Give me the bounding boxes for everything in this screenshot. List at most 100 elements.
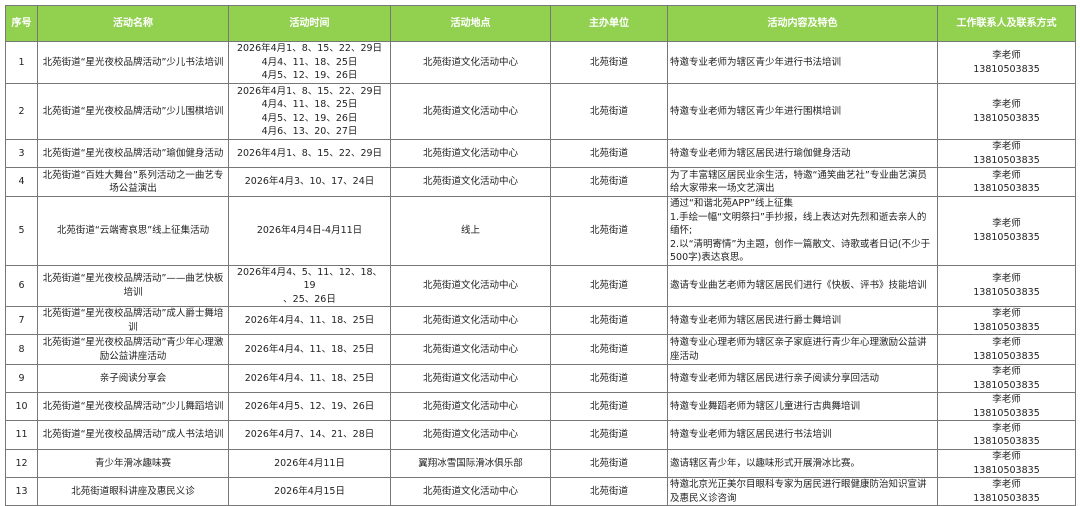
cell-no: 10 — [5, 392, 38, 421]
cell-time: 2026年4月4、11、18、25日 — [228, 334, 391, 365]
cell-content: 特邀专业老师为辖区居民进行瑜伽健身活动 — [667, 139, 938, 168]
cell-no: 7 — [5, 306, 38, 335]
cell-time: 2026年4月4、5、11、12、18、19 、25、26日 — [228, 264, 391, 307]
table-row: 11 北苑街道“星光夜校品牌活动”成人书法培训 2026年4月7、14、21、28日… — [5, 420, 1076, 450]
table-row: 5 北苑街道“云端寄哀思”线上征集活动 2026年4月4日-4月11日 线上 北苑街道通… — [5, 196, 1076, 266]
cell-no: 5 — [5, 196, 38, 266]
cell-org: 北苑街道 — [550, 83, 668, 140]
cell-name: 北苑街道“星光夜校品牌活动”少儿围棋培训 — [37, 83, 229, 140]
cell-place: 线上 — [390, 196, 551, 266]
cell-content: 特邀专业老师为辖区居民进行书法培训 — [667, 420, 938, 450]
header-row: 序号 活动名称 活动时间 活动地点 主办单位 活动内容及特色 工作联系人及联系方… — [5, 5, 1076, 42]
cell-org: 北苑街道 — [550, 392, 668, 421]
cell-time: 2026年4月4、11、18、25日 — [228, 306, 391, 335]
cell-contact: 李老师 13810503835 — [937, 83, 1076, 140]
table-row: 7 北苑街道“星光夜校品牌活动”成人爵士舞培训 2026年4月4、11、18、25日… — [5, 306, 1076, 335]
cell-place: 北苑街道文化活动中心 — [390, 264, 551, 307]
cell-content: 特邀专业老师为辖区青少年进行围棋培训 — [667, 83, 938, 140]
cell-name: 青少年滑冰趣味赛 — [37, 449, 229, 478]
cell-content: 邀请辖区青少年，以趣味形式开展滑冰比赛。 — [667, 449, 938, 478]
cell-org: 北苑街道 — [550, 420, 668, 450]
cell-no: 11 — [5, 420, 38, 450]
cell-place: 北苑街道文化活动中心 — [390, 41, 551, 84]
cell-contact: 李老师 13810503835 — [937, 264, 1076, 307]
header-content: 活动内容及特色 — [667, 5, 938, 42]
cell-time: 2026年4月5、12、19、26日 — [228, 392, 391, 421]
table-row: 8 北苑街道“星光夜校品牌活动”青少年心理激励公益讲座活动 2026年4月4、11、… — [5, 334, 1076, 365]
table-row: 1 北苑街道“星光夜校品牌活动”少儿书法培训 2026年4月1、8、15、22、29… — [5, 41, 1076, 84]
cell-org: 北苑街道 — [550, 264, 668, 307]
cell-content: 通过“和谐北苑APP”线上征集 1.手绘一幅“文明祭扫”手抄报，线上表达对先烈和… — [667, 196, 938, 266]
cell-content: 邀请专业曲艺老师为辖区居民们进行《快板、评书》技能培训 — [667, 264, 938, 307]
cell-name: 北苑街道“百姓大舞台”系列活动之一曲艺专场公益演出 — [37, 167, 229, 197]
table-row: 6 北苑街道“星光夜校品牌活动”——曲艺快板培训 2026年4月4、5、11、12、… — [5, 264, 1076, 307]
cell-place: 北苑街道文化活动中心 — [390, 139, 551, 168]
cell-no: 2 — [5, 83, 38, 140]
cell-place: 北苑街道文化活动中心 — [390, 364, 551, 393]
cell-content: 特邀专业心理老师为辖区亲子家庭进行青少年心理激励公益讲座活动 — [667, 334, 938, 365]
cell-time: 2026年4月3、10、17、24日 — [228, 167, 391, 197]
cell-time: 2026年4月4、11、18、25日 — [228, 364, 391, 393]
cell-place: 北苑街道文化活动中心 — [390, 83, 551, 140]
cell-name: 亲子阅读分享会 — [37, 364, 229, 393]
table-row: 2 北苑街道“星光夜校品牌活动”少儿围棋培训 2026年4月1、8、15、22、29… — [5, 83, 1076, 140]
table-row: 3 北苑街道“星光夜校品牌活动”瑜伽健身活动 2026年4月1、8、15、22、29… — [5, 139, 1076, 168]
cell-content: 特邀专业老师为辖区青少年进行书法培训 — [667, 41, 938, 84]
cell-contact: 李老师 13810503835 — [937, 364, 1076, 393]
cell-time: 2026年4月7、14、21、28日 — [228, 420, 391, 450]
cell-contact: 李老师 13810503835 — [937, 449, 1076, 478]
cell-org: 北苑街道 — [550, 306, 668, 335]
cell-contact: 李老师 13810503835 — [937, 334, 1076, 365]
cell-place: 北苑街道文化活动中心 — [390, 306, 551, 335]
cell-place: 北苑街道文化活动中心 — [390, 334, 551, 365]
cell-content: 为了丰富辖区居民业余生活，特邀“通笑曲艺社”专业曲艺演员给大家带来一场文艺演出 — [667, 167, 938, 197]
header-place: 活动地点 — [390, 5, 551, 42]
cell-contact: 李老师 13810503835 — [937, 167, 1076, 197]
cell-org: 北苑街道 — [550, 41, 668, 84]
header-name: 活动名称 — [37, 5, 229, 42]
cell-content: 特邀专业老师为辖区居民进行爵士舞培训 — [667, 306, 938, 335]
activity-table: 序号 活动名称 活动时间 活动地点 主办单位 活动内容及特色 工作联系人及联系方… — [5, 5, 1076, 506]
cell-org: 北苑街道 — [550, 449, 668, 478]
cell-name: 北苑街道“星光夜校品牌活动”瑜伽健身活动 — [37, 139, 229, 168]
cell-time: 2026年4月11日 — [228, 449, 391, 478]
cell-name: 北苑街道“星光夜校品牌活动”青少年心理激励公益讲座活动 — [37, 334, 229, 365]
cell-no: 6 — [5, 264, 38, 307]
cell-no: 4 — [5, 167, 38, 197]
cell-name: 北苑街道“星光夜校品牌活动”成人爵士舞培训 — [37, 306, 229, 335]
cell-no: 8 — [5, 334, 38, 365]
header-time: 活动时间 — [228, 5, 391, 42]
cell-contact: 李老师 13810503835 — [937, 41, 1076, 84]
table-row: 9 亲子阅读分享会 2026年4月4、11、18、25日 北苑街道文化活动中心 北苑街道… — [5, 364, 1076, 393]
cell-no: 9 — [5, 364, 38, 393]
table-row: 10 北苑街道“星光夜校品牌活动”少儿舞蹈培训 2026年4月5、12、19、26日… — [5, 392, 1076, 421]
cell-content: 特邀专业老师为辖区居民进行亲子阅读分享回活动 — [667, 364, 938, 393]
table-row: 12 青少年滑冰趣味赛 2026年4月11日 翼翔冰雪国际滑冰俱乐部 北苑街道 邀请辖区青… — [5, 449, 1076, 478]
cell-name: 北苑街道“星光夜校品牌活动”成人书法培训 — [37, 420, 229, 450]
cell-place: 北苑街道文化活动中心 — [390, 420, 551, 450]
cell-time: 2026年4月4日-4月11日 — [228, 196, 391, 266]
cell-place: 北苑街道文化活动中心 — [390, 392, 551, 421]
cell-contact: 李老师 13810503835 — [937, 420, 1076, 450]
cell-no: 12 — [5, 449, 38, 478]
cell-org: 北苑街道 — [550, 334, 668, 365]
cell-org: 北苑街道 — [550, 196, 668, 266]
cell-place: 翼翔冰雪国际滑冰俱乐部 — [390, 449, 551, 478]
header-contact: 工作联系人及联系方式 — [937, 5, 1076, 42]
cell-content: 特邀专业舞蹈老师为辖区儿童进行古典舞培训 — [667, 392, 938, 421]
table-row: 4 北苑街道“百姓大舞台”系列活动之一曲艺专场公益演出 2026年4月3、10、17… — [5, 167, 1076, 197]
cell-org: 北苑街道 — [550, 364, 668, 393]
cell-no: 1 — [5, 41, 38, 84]
cell-no: 3 — [5, 139, 38, 168]
cell-time: 2026年4月1、8、15、22、29日 4月4、11、18、25日 4月5、1… — [228, 83, 391, 140]
cell-name: 北苑街道“云端寄哀思”线上征集活动 — [37, 196, 229, 266]
cell-time: 2026年4月1、8、15、22、29日 4月4、11、18、25日 4月5、1… — [228, 41, 391, 84]
cell-place: 北苑街道文化活动中心 — [390, 167, 551, 197]
cell-org: 北苑街道 — [550, 139, 668, 168]
cell-contact: 李老师 13810503835 — [937, 196, 1076, 266]
cell-contact: 李老师 13810503835 — [937, 139, 1076, 168]
cell-name: 北苑街道“星光夜校品牌活动”少儿书法培训 — [37, 41, 229, 84]
cell-contact: 李老师 13810503835 — [937, 392, 1076, 421]
cell-org: 北苑街道 — [550, 167, 668, 197]
header-no: 序号 — [5, 5, 38, 42]
